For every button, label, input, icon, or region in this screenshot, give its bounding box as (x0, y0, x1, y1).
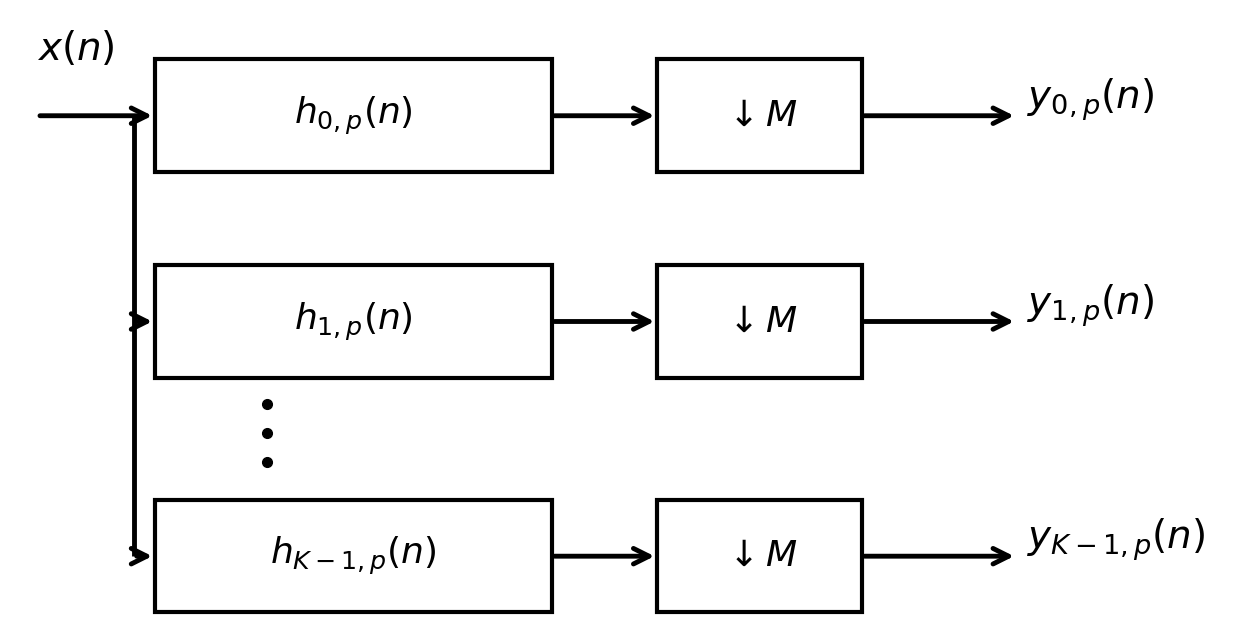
Bar (657, 265, 862, 377)
Text: $y_{0,p}(n)$: $y_{0,p}(n)$ (1027, 77, 1154, 123)
Text: $\downarrow M$: $\downarrow M$ (722, 305, 797, 338)
Text: $h_{1,p}(n)$: $h_{1,p}(n)$ (294, 300, 413, 343)
Text: $\downarrow M$: $\downarrow M$ (722, 539, 797, 573)
Text: $y_{1,p}(n)$: $y_{1,p}(n)$ (1027, 282, 1154, 329)
Text: $\downarrow M$: $\downarrow M$ (722, 99, 797, 132)
Text: $y_{K-1,p}(n)$: $y_{K-1,p}(n)$ (1027, 517, 1205, 563)
Bar (155, 59, 552, 172)
Bar (155, 265, 552, 377)
Bar (155, 500, 552, 612)
Text: $x(n)$: $x(n)$ (37, 28, 115, 68)
Text: $h_{0,p}(n)$: $h_{0,p}(n)$ (294, 95, 413, 137)
Bar (657, 59, 862, 172)
Text: $h_{K-1,p}(n)$: $h_{K-1,p}(n)$ (270, 535, 436, 577)
Bar (657, 500, 862, 612)
